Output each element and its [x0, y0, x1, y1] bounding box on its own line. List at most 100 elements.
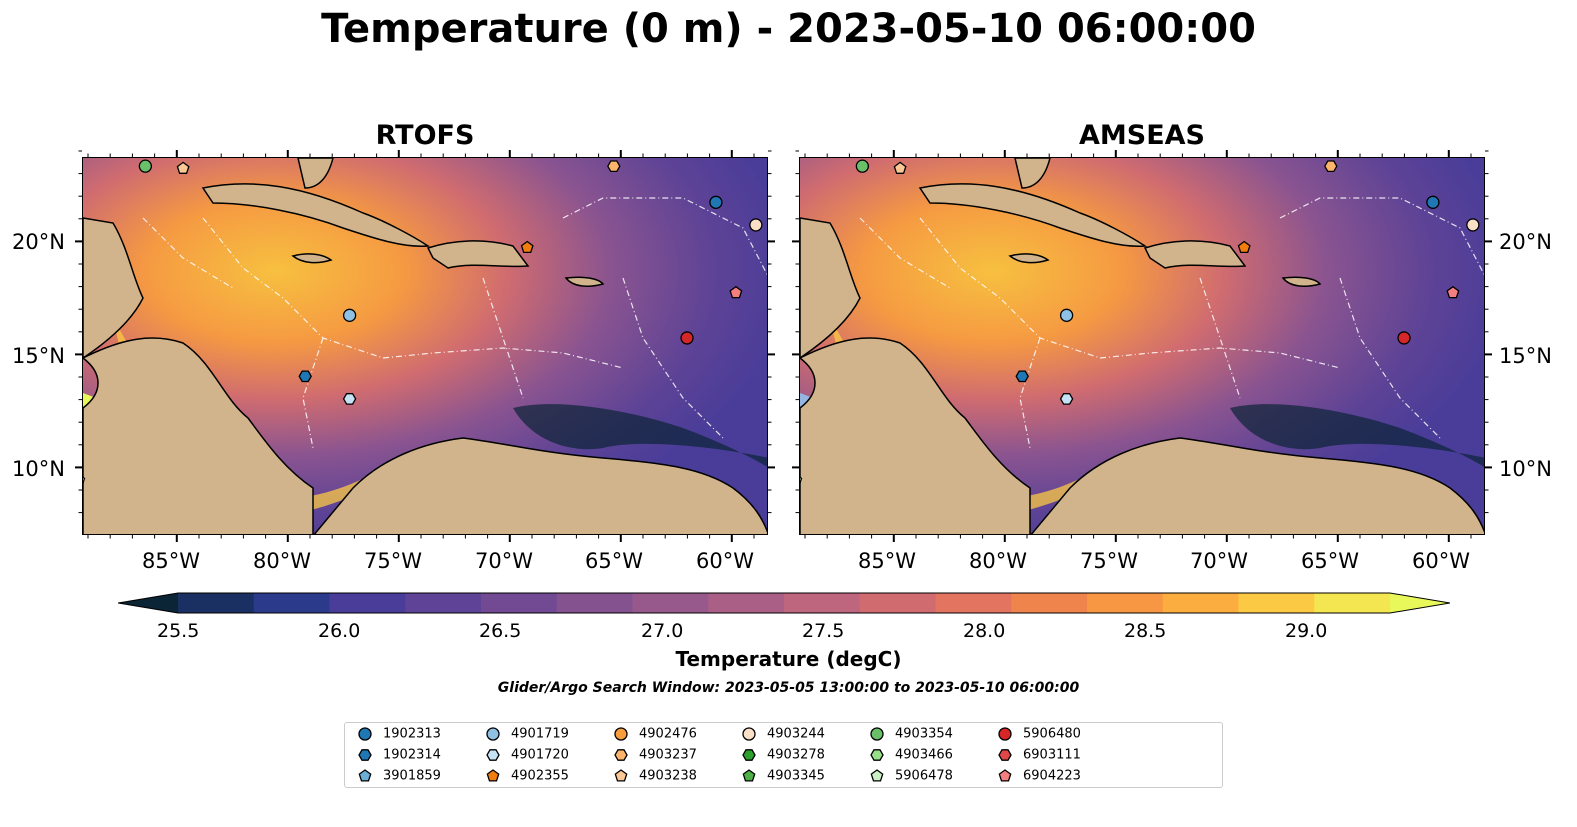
- legend-item-1902314: 1902314: [357, 747, 441, 763]
- legend-marker-3901859[interactable]: [358, 769, 372, 782]
- legend-marker-4903237[interactable]: [614, 749, 628, 761]
- legend-marker-icon: [486, 749, 500, 761]
- float-marker-4903354[interactable]: [855, 159, 870, 173]
- colorbar-tick-label: 27.0: [641, 620, 684, 642]
- cool-upwelling-water: [1230, 404, 1484, 467]
- float-marker-4901720[interactable]: [342, 393, 357, 405]
- legend-marker-icon: [358, 769, 372, 782]
- landmass-yucatan: [800, 217, 861, 359]
- legend-marker-icon: [486, 769, 500, 782]
- landmass-hispaniola: [1143, 240, 1247, 269]
- landmass-florida: [297, 158, 334, 189]
- figure-title: Temperature (0 m) - 2023-05-10 06:00:00: [321, 6, 1256, 52]
- colorbar-tick-label: 26.5: [479, 620, 522, 642]
- eez-boundary: [562, 197, 767, 276]
- legend-marker-icon: [870, 769, 884, 782]
- float-marker-4901719[interactable]: [342, 308, 357, 322]
- legend-marker-4903278[interactable]: [742, 749, 756, 761]
- legend-marker-icon: [614, 727, 628, 741]
- float-marker-4901719[interactable]: [1059, 308, 1074, 322]
- legend-marker-icon: [742, 769, 756, 782]
- legend-item-5906480: 5906480: [997, 726, 1081, 742]
- legend-marker-6903111[interactable]: [998, 749, 1012, 761]
- float-marker-4901720[interactable]: [1059, 393, 1074, 405]
- legend-marker-4901719[interactable]: [486, 727, 500, 741]
- eez-boundary: [202, 217, 384, 359]
- legend-label: 6903111: [1023, 747, 1081, 763]
- eez-boundary: [1279, 197, 1484, 276]
- map-panel-amseas[interactable]: [799, 157, 1485, 535]
- legend-marker-icon: [742, 749, 756, 761]
- float-marker-4903237[interactable]: [607, 160, 621, 173]
- legend-item-4901720: 4901720: [485, 747, 569, 763]
- colorbar: [118, 592, 1450, 614]
- legend-marker-4902476[interactable]: [614, 727, 628, 741]
- lon-label: 85°W: [858, 549, 916, 573]
- legend-marker-1902314[interactable]: [358, 749, 372, 761]
- legend-item-4901719: 4901719: [485, 726, 569, 742]
- float-marker-1902314[interactable]: [1015, 370, 1029, 383]
- float-marker-4903238[interactable]: [893, 161, 907, 174]
- float-marker-4903238[interactable]: [176, 161, 190, 174]
- landmass-cuba: [918, 183, 1148, 248]
- float-marker-4902355[interactable]: [1237, 240, 1251, 254]
- float-marker-5906480[interactable]: [1397, 331, 1411, 345]
- legend-label: 4903244: [767, 726, 825, 742]
- legend-marker-4903345[interactable]: [742, 769, 756, 782]
- legend-item-1902313: 1902313: [357, 726, 441, 742]
- legend-label: 5906478: [895, 768, 953, 784]
- legend-marker-icon: [614, 749, 628, 761]
- legend-item-4903237: 4903237: [613, 747, 697, 763]
- float-marker-1902313[interactable]: [1426, 195, 1440, 209]
- float-marker-4903244[interactable]: [1466, 218, 1480, 232]
- landmass-puerto-rico: [564, 276, 605, 287]
- legend-label: 4903354: [895, 726, 953, 742]
- colorbar-title: Temperature (degC): [675, 647, 902, 671]
- landmass-hispaniola: [426, 240, 530, 269]
- float-marker-1902314[interactable]: [298, 370, 312, 383]
- lon-label: 75°W: [1080, 549, 1138, 573]
- float-marker-5906478[interactable]: [83, 474, 86, 486]
- legend-marker-4902355[interactable]: [486, 769, 500, 782]
- legend-marker-icon: [998, 749, 1012, 761]
- landmass-yucatan: [83, 217, 144, 359]
- panel-title-amseas: AMSEAS: [1079, 120, 1205, 151]
- lon-label: 60°W: [696, 549, 754, 573]
- legend-label: 4902476: [639, 726, 697, 742]
- legend-label: 4903238: [639, 768, 697, 784]
- map-panel-rtofs[interactable]: [82, 157, 768, 535]
- float-marker-5906480[interactable]: [680, 331, 694, 345]
- legend-label: 4901719: [511, 726, 569, 742]
- float-marker-4903244[interactable]: [749, 218, 763, 232]
- legend-marker-4901720[interactable]: [486, 749, 500, 761]
- float-marker-4902355[interactable]: [520, 240, 534, 254]
- legend-label: 4901720: [511, 747, 569, 763]
- legend-item-4903354: 4903354: [869, 726, 953, 742]
- float-marker-6904223[interactable]: [729, 285, 743, 299]
- legend-marker-4903354[interactable]: [870, 727, 884, 741]
- eez-boundary: [382, 347, 624, 369]
- legend-marker-4903244[interactable]: [742, 727, 756, 741]
- landmass-cuba: [201, 183, 431, 248]
- float-marker-4903354[interactable]: [138, 159, 153, 173]
- landmass-puerto-rico: [1281, 276, 1322, 287]
- float-marker-4903237[interactable]: [1324, 160, 1338, 173]
- legend-marker-5906478[interactable]: [870, 769, 884, 782]
- legend-marker-6904223[interactable]: [998, 769, 1012, 782]
- landmass-florida: [1014, 158, 1051, 189]
- legend-label: 6904223: [1023, 768, 1081, 784]
- legend-item-4903466: 4903466: [869, 747, 953, 763]
- legend-marker-5906480[interactable]: [998, 727, 1012, 741]
- lat-label: 20°N: [1499, 230, 1552, 254]
- float-marker-5906478[interactable]: [800, 474, 803, 486]
- float-marker-6904223[interactable]: [1446, 285, 1460, 299]
- eez-boundary: [482, 277, 524, 399]
- legend-marker-4903466[interactable]: [870, 749, 884, 761]
- legend-label: 5906480: [1023, 726, 1081, 742]
- search-window-caption: Glider/Argo Search Window: 2023-05-05 13…: [497, 680, 1080, 696]
- legend-item-4903244: 4903244: [741, 726, 825, 742]
- landmass-south-america: [1030, 437, 1484, 534]
- legend-marker-1902313[interactable]: [358, 727, 372, 741]
- float-marker-1902313[interactable]: [709, 195, 723, 209]
- legend-marker-4903238[interactable]: [614, 769, 628, 782]
